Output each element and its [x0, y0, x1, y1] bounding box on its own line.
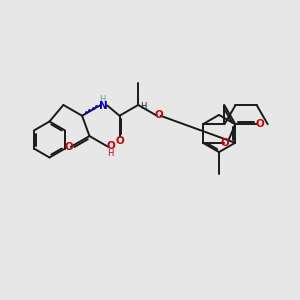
Text: O: O: [256, 119, 264, 129]
Text: O: O: [154, 110, 163, 120]
Text: O: O: [115, 136, 124, 146]
Text: O: O: [65, 142, 74, 152]
Text: H: H: [107, 149, 114, 158]
Text: O: O: [221, 138, 230, 148]
Text: N: N: [99, 100, 108, 111]
Text: H: H: [99, 95, 106, 104]
Text: H: H: [140, 102, 146, 111]
Text: O: O: [106, 141, 115, 151]
